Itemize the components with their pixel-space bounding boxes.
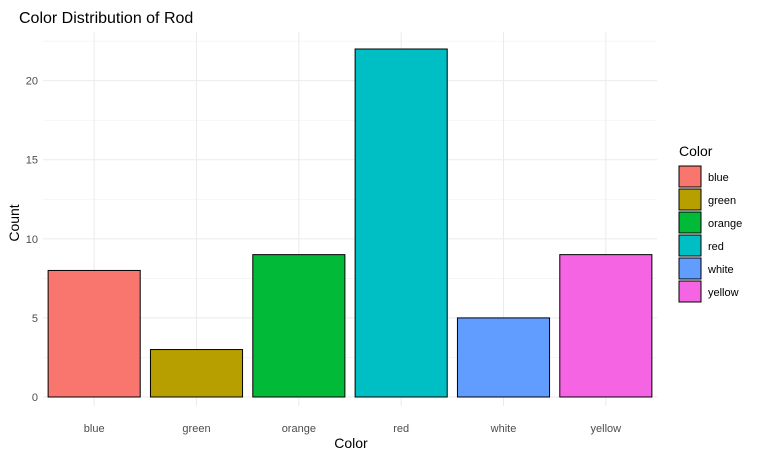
- bar-blue: [47, 269, 141, 398]
- x-axis-ticks: blue green orange red white yellow: [84, 423, 621, 435]
- bar-green: [149, 349, 244, 398]
- legend-label: orange: [708, 218, 742, 230]
- y-tick-label: 5: [32, 313, 38, 325]
- legend-label: white: [707, 264, 734, 276]
- legend-label: blue: [708, 172, 729, 184]
- legend-key-blue: [678, 165, 702, 188]
- bar-red: [354, 48, 448, 398]
- legend-items: blue green orange red white yellow: [678, 165, 742, 303]
- x-tick-label: white: [490, 423, 517, 435]
- y-tick-label: 10: [26, 234, 38, 246]
- x-tick-label: orange: [282, 423, 316, 435]
- x-tick-label: yellow: [591, 423, 622, 435]
- bar-yellow: [559, 254, 653, 398]
- legend-label: red: [708, 241, 724, 253]
- chart-title: Color Distribution of Rod: [19, 10, 193, 27]
- bars: [47, 48, 653, 398]
- y-axis-title: Count: [6, 204, 22, 241]
- x-tick-label: green: [182, 423, 210, 435]
- legend-key-yellow: [678, 280, 702, 303]
- y-tick-label: 20: [26, 76, 38, 88]
- y-tick-label: 0: [32, 392, 38, 404]
- x-tick-label: red: [393, 423, 409, 435]
- legend-label: green: [708, 195, 736, 207]
- x-tick-label: blue: [84, 423, 105, 435]
- legend-key-orange: [678, 211, 702, 234]
- bar-white: [456, 317, 551, 398]
- bar-orange: [252, 254, 346, 398]
- y-tick-label: 15: [26, 155, 38, 167]
- legend-label: yellow: [708, 287, 739, 299]
- x-axis-title: Color: [334, 435, 368, 451]
- y-axis-ticks: 0 5 10 15 20: [26, 76, 38, 404]
- legend-key-white: [678, 257, 702, 280]
- legend-key-green: [678, 188, 702, 211]
- legend: Color blue green orange red white yellow: [678, 143, 742, 303]
- legend-key-red: [678, 234, 702, 257]
- legend-title: Color: [679, 143, 713, 159]
